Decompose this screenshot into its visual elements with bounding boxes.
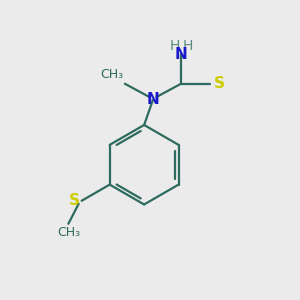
Text: S: S — [214, 76, 225, 91]
Text: H: H — [182, 39, 193, 53]
Text: CH₃: CH₃ — [57, 226, 80, 239]
Text: H: H — [169, 39, 180, 53]
Text: S: S — [69, 193, 80, 208]
Text: N: N — [147, 92, 159, 107]
Text: N: N — [175, 47, 188, 62]
Text: CH₃: CH₃ — [100, 68, 123, 81]
